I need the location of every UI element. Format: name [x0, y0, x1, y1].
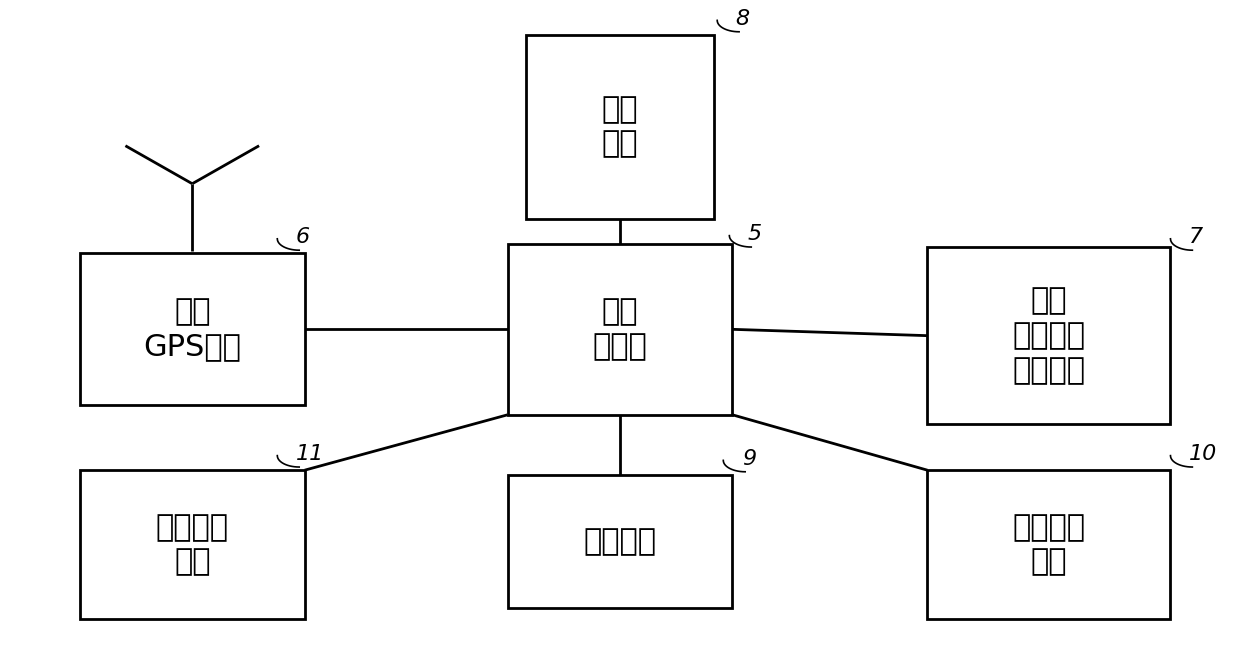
Text: 7: 7 [1189, 227, 1203, 247]
Text: 第二
微控器: 第二 微控器 [593, 297, 647, 361]
Text: 6: 6 [295, 227, 310, 247]
Bar [507, 475, 733, 608]
Bar [507, 244, 733, 415]
Text: 第二
无线串行
通信模块: 第二 无线串行 通信模块 [1013, 286, 1085, 385]
Text: 环境感知
模块: 环境感知 模块 [1013, 513, 1085, 576]
Bar [928, 247, 1171, 424]
Text: 第二
GPS模块: 第二 GPS模块 [144, 297, 242, 361]
Bar [79, 253, 305, 405]
Text: 行走模块: 行走模块 [584, 527, 656, 556]
Text: 人机
界面: 人机 界面 [601, 95, 639, 159]
Text: 8: 8 [735, 8, 749, 28]
Bar [79, 470, 305, 619]
Text: 任务执行
模块: 任务执行 模块 [156, 513, 228, 576]
Text: 9: 9 [742, 448, 755, 468]
Bar [928, 470, 1171, 619]
Text: 11: 11 [295, 444, 324, 464]
Bar [526, 35, 714, 218]
Text: 5: 5 [748, 224, 761, 244]
Text: 10: 10 [1189, 444, 1216, 464]
